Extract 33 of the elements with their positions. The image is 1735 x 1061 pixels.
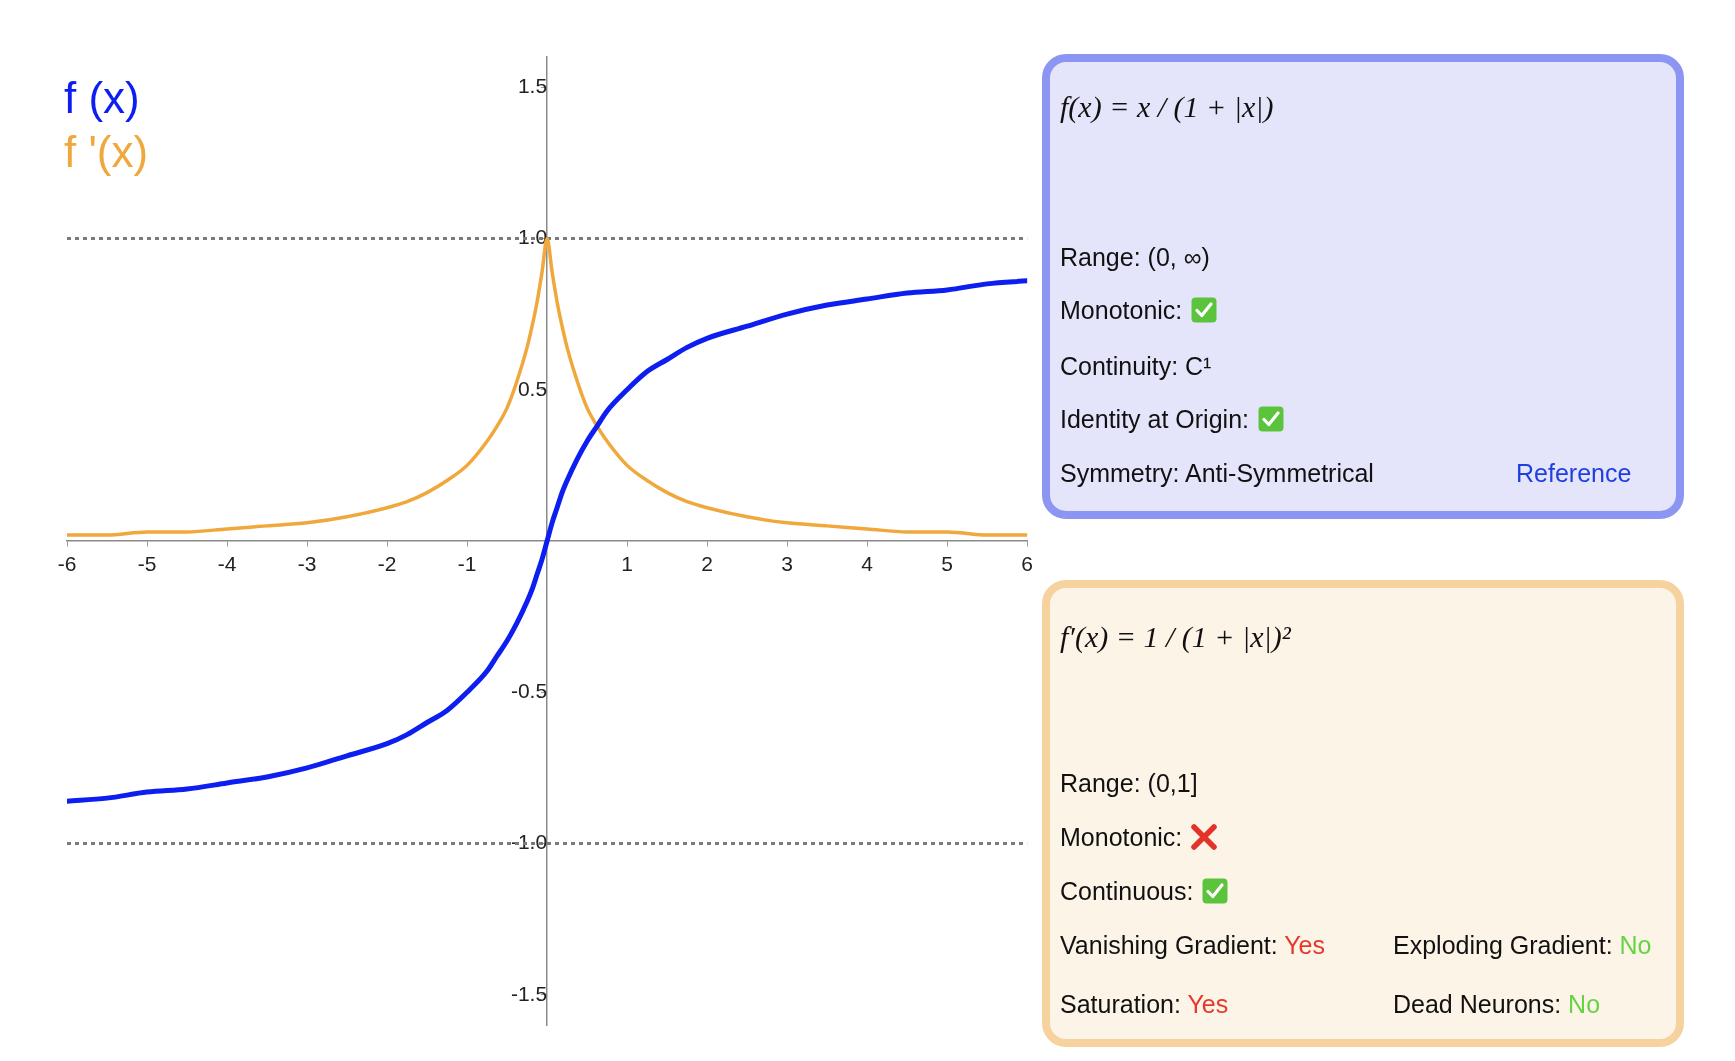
x-tick-label: 2 — [701, 552, 713, 576]
text: Range: (0, ∞) — [1060, 242, 1210, 273]
x-tick-label: 5 — [941, 552, 953, 576]
text: Continuous: — [1060, 876, 1194, 907]
text: Dead Neurons: No — [1393, 989, 1601, 1020]
x-tick-label: 6 — [1021, 552, 1033, 576]
text: Vanishing Gradient: Yes — [1060, 930, 1326, 961]
text: Monotonic: — [1060, 295, 1183, 326]
y-tick-label: 1.5 — [517, 74, 548, 98]
y-tick-label: -1.5 — [510, 981, 548, 1005]
x-tick-label: 4 — [861, 552, 874, 576]
text: Monotonic: — [1060, 822, 1183, 853]
x-tick-label: -2 — [377, 552, 397, 576]
x-tick-label: 1 — [621, 552, 633, 576]
text: Symmetry: Anti-Symmetrical — [1060, 458, 1374, 489]
x-tick-label: -5 — [137, 552, 157, 576]
text: f (x) — [64, 72, 140, 124]
x-tick-label: -4 — [217, 552, 237, 576]
text: Continuity: C¹ — [1060, 351, 1212, 382]
text: Saturation: Yes — [1060, 989, 1229, 1020]
text: Reference — [1516, 458, 1632, 489]
y-tick-label: 0.5 — [517, 376, 548, 400]
text: f '(x) — [64, 126, 149, 178]
text: f′(x) = 1 / (1 + |x|)² — [1060, 619, 1291, 655]
x-tick-label: -6 — [57, 552, 77, 576]
text: Exploding Gradient: No — [1393, 930, 1652, 961]
text: Range: (0,1] — [1060, 768, 1198, 799]
text: Identity at Origin: — [1060, 404, 1249, 435]
x-tick-label: 3 — [781, 552, 793, 576]
text: f(x) = x / (1 + |x|) — [1060, 89, 1274, 125]
x-tick-label: -3 — [297, 552, 317, 576]
x-tick-label: -1 — [457, 552, 477, 576]
y-tick-label: -0.5 — [510, 679, 548, 703]
